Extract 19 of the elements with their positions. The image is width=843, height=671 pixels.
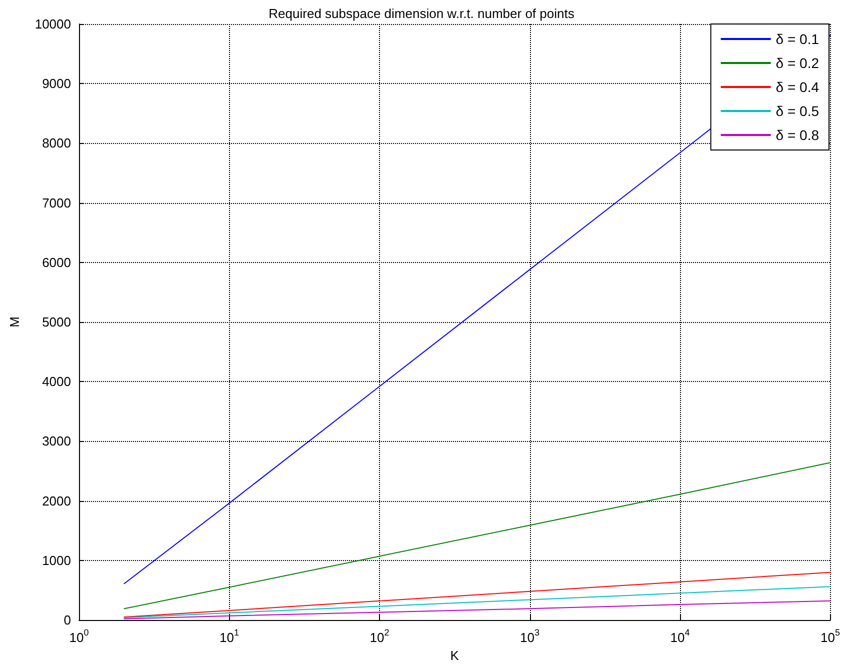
y-axis-title: M	[7, 316, 22, 328]
y-tick-label: 3000	[42, 434, 71, 449]
legend-label: δ = 0.4	[776, 79, 820, 95]
y-tick-label: 4000	[42, 374, 71, 390]
legend-label: δ = 0.2	[776, 55, 820, 71]
y-tick-label: 0	[64, 612, 71, 628]
y-tick-label: 6000	[42, 254, 71, 270]
x-axis-title: K	[450, 648, 460, 663]
y-tick-label: 8000	[42, 136, 71, 151]
y-tick-label: 9000	[42, 76, 71, 92]
y-tick-label: 1000	[42, 552, 71, 568]
legend-label: δ = 0.5	[776, 103, 820, 119]
y-tick-label: 10000	[34, 16, 71, 32]
legend-label: δ = 0.1	[776, 31, 820, 47]
y-tick-label: 5000	[42, 314, 71, 330]
y-tick-label: 2000	[42, 493, 71, 508]
chart-title: Required subspace dimension w.r.t. number of points	[268, 6, 575, 21]
legend-label: δ = 0.8	[776, 127, 820, 143]
y-tick-label: 7000	[42, 195, 71, 210]
